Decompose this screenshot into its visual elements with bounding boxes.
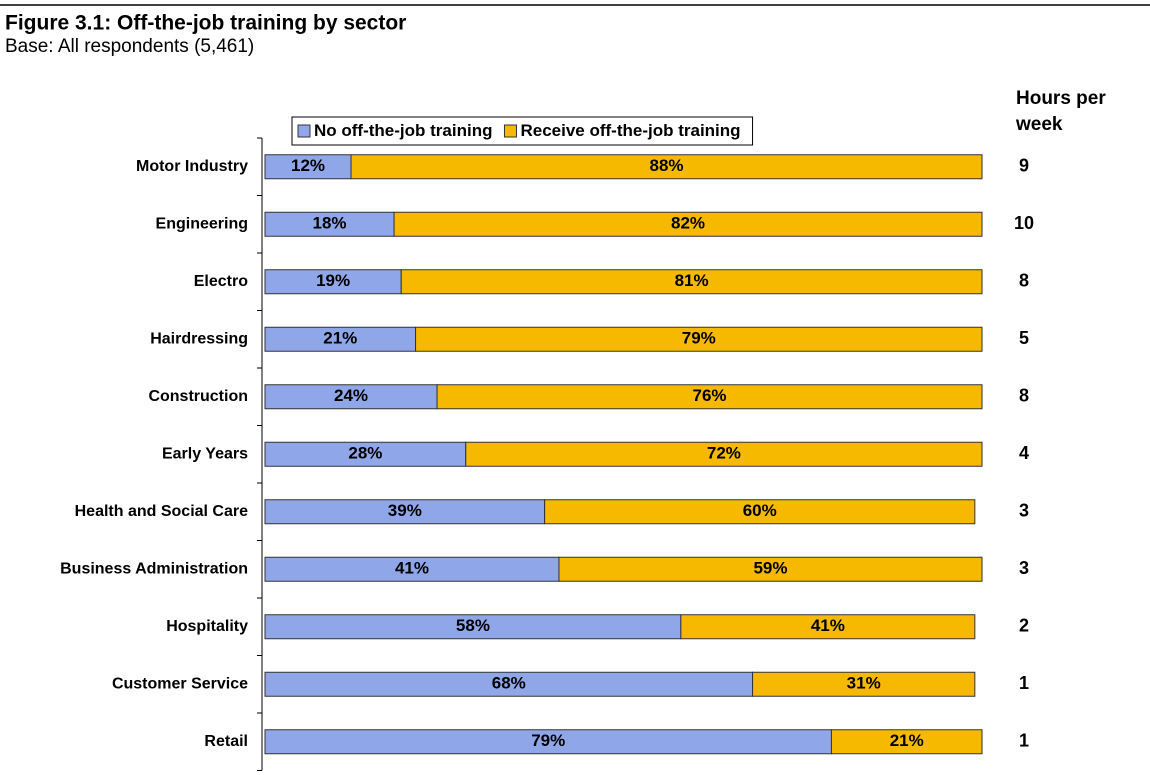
value-label: 68% bbox=[492, 674, 526, 693]
hours-value: 1 bbox=[1019, 673, 1029, 693]
hours-value: 2 bbox=[1019, 616, 1029, 636]
value-label: 41% bbox=[395, 559, 429, 578]
value-label: 79% bbox=[531, 731, 565, 750]
value-label: 24% bbox=[334, 386, 368, 405]
hours-header: Hours per week bbox=[1016, 88, 1106, 135]
category-label: Hospitality bbox=[166, 618, 248, 635]
value-label: 41% bbox=[811, 616, 845, 635]
bar-segment bbox=[264, 441, 467, 467]
value-label: 39% bbox=[388, 501, 422, 520]
bar-segment bbox=[544, 499, 976, 525]
value-label: 21% bbox=[323, 329, 357, 348]
value-label: 21% bbox=[890, 731, 924, 750]
value-label: 28% bbox=[348, 444, 382, 463]
category-label: Construction bbox=[148, 388, 248, 405]
value-label: 60% bbox=[743, 501, 777, 520]
value-label: 88% bbox=[650, 156, 684, 175]
legend-swatch bbox=[503, 124, 517, 138]
chart-title: Figure 3.1: Off-the-job training by sect… bbox=[5, 12, 406, 35]
value-label: 31% bbox=[847, 674, 881, 693]
value-label: 19% bbox=[316, 271, 350, 290]
hours-value: 10 bbox=[1014, 213, 1034, 233]
category-label: Electro bbox=[194, 273, 248, 290]
category-label: Customer Service bbox=[112, 675, 248, 692]
value-label: 12% bbox=[291, 156, 325, 175]
value-label: 76% bbox=[693, 386, 727, 405]
hours-value: 3 bbox=[1019, 501, 1029, 521]
legend-label: Receive off-the-job training bbox=[520, 121, 740, 140]
bar-segment bbox=[415, 326, 983, 352]
bar-segment bbox=[264, 326, 417, 352]
legend-swatch bbox=[297, 124, 311, 138]
bar-segment bbox=[830, 729, 983, 755]
hours-value: 8 bbox=[1019, 386, 1029, 406]
category-label: Motor Industry bbox=[136, 158, 248, 175]
bar-segment bbox=[400, 269, 983, 295]
bar-segment bbox=[393, 211, 983, 237]
bar-segment bbox=[752, 671, 976, 697]
value-label: 82% bbox=[671, 214, 705, 233]
category-label: Retail bbox=[204, 733, 248, 750]
bar-segment bbox=[350, 154, 983, 180]
category-label: Health and Social Care bbox=[75, 503, 248, 520]
value-label: 79% bbox=[682, 329, 716, 348]
category-label: Hairdressing bbox=[150, 330, 248, 347]
bar-segment bbox=[680, 614, 976, 640]
value-label: 18% bbox=[313, 214, 347, 233]
value-label: 72% bbox=[707, 444, 741, 463]
bar-segment bbox=[558, 556, 983, 582]
hours-value: 3 bbox=[1019, 558, 1029, 578]
bar-segment bbox=[264, 614, 682, 640]
legend-box bbox=[291, 116, 754, 146]
category-label: Early Years bbox=[162, 445, 248, 462]
value-label: 59% bbox=[753, 559, 787, 578]
value-label: 58% bbox=[456, 616, 490, 635]
bar-segment bbox=[264, 499, 546, 525]
bar-segment bbox=[465, 441, 983, 467]
hours-value: 4 bbox=[1019, 443, 1029, 463]
category-label: Engineering bbox=[156, 215, 248, 232]
hours-value: 5 bbox=[1019, 328, 1029, 348]
chart-subtitle: Base: All respondents (5,461) bbox=[5, 36, 254, 57]
hours-value: 1 bbox=[1019, 731, 1029, 751]
hours-value: 9 bbox=[1019, 156, 1029, 176]
bar-segment bbox=[264, 729, 832, 755]
bar-segment bbox=[264, 556, 560, 582]
value-label: 81% bbox=[675, 271, 709, 290]
legend-label: No off-the-job training bbox=[314, 121, 492, 140]
hours-value: 8 bbox=[1019, 271, 1029, 291]
category-label: Business Administration bbox=[60, 560, 248, 577]
bar-segment bbox=[436, 384, 983, 410]
